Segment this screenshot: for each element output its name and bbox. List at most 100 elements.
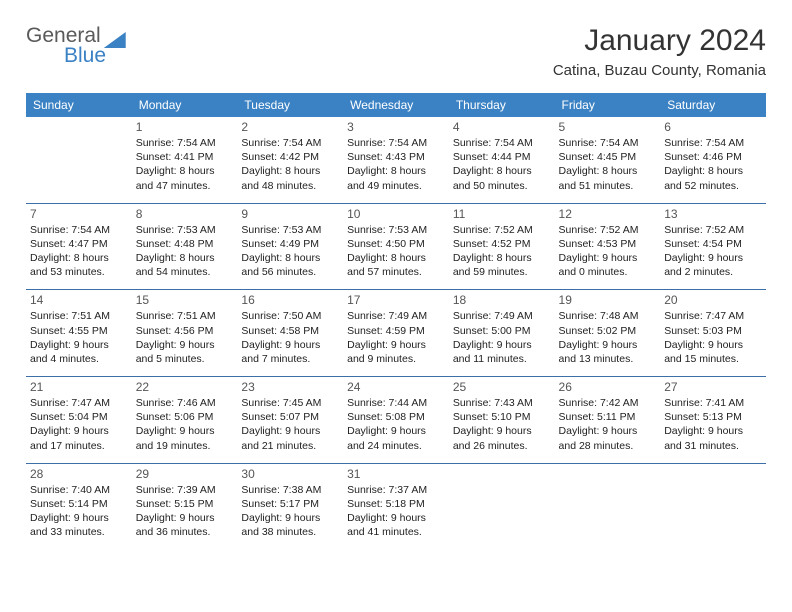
day-sun-info: Sunrise: 7:51 AMSunset: 4:56 PMDaylight:…: [136, 309, 234, 366]
calendar-day-cell: 1 Sunrise: 7:54 AMSunset: 4:41 PMDaylight…: [132, 117, 238, 203]
calendar-day-cell: 11 Sunrise: 7:52 AMSunset: 4:52 PMDayligh…: [449, 203, 555, 290]
day-sun-info: Sunrise: 7:43 AMSunset: 5:10 PMDaylight:…: [453, 396, 551, 453]
day-sun-info: Sunrise: 7:42 AMSunset: 5:11 PMDaylight:…: [559, 396, 657, 453]
calendar-day-cell: 5Sunrise: 7:54 AMSunset: 4:45 PMDaylight…: [555, 117, 661, 203]
day-sun-info: Sunrise: 7:54 AMSunset: 4:43 PMDaylight:…: [347, 136, 445, 193]
day-number: 14: [30, 293, 128, 307]
day-number: 23: [241, 380, 339, 394]
day-number: 22: [136, 380, 234, 394]
day-sun-info: Sunrise: 7:39 AMSunset: 5:15 PMDaylight:…: [136, 483, 234, 540]
day-number: 29: [136, 467, 234, 481]
brand-mark-icon: [104, 32, 126, 48]
day-sun-info: Sunrise: 7:47 AMSunset: 5:04 PMDaylight:…: [30, 396, 128, 453]
day-sun-info: Sunrise: 7:49 AMSunset: 4:59 PMDaylight:…: [347, 309, 445, 366]
day-sun-info: Sunrise: 7:44 AMSunset: 5:08 PMDaylight:…: [347, 396, 445, 453]
day-number: 7: [30, 207, 128, 221]
day-number: 18: [453, 293, 551, 307]
day-sun-info: Sunrise: 7:54 AMSunset: 4:41 PMDaylight:…: [136, 136, 234, 193]
calendar-day-cell: 14Sunrise: 7:51 AMSunset: 4:55 PMDayligh…: [26, 290, 132, 377]
day-sun-info: Sunrise: 7:52 AMSunset: 4:54 PMDaylight:…: [664, 223, 762, 280]
calendar-day-cell: 12 Sunrise: 7:52 AMSunset: 4:53 PMDayligh…: [555, 203, 661, 290]
calendar-day-cell: 15 Sunrise: 7:51 AMSunset: 4:56 PMDayligh…: [132, 290, 238, 377]
calendar-day-cell: 17 Sunrise: 7:49 AMSunset: 4:59 PMDayligh…: [343, 290, 449, 377]
day-number: 5: [559, 120, 657, 134]
day-number: 9: [241, 207, 339, 221]
calendar-day-cell: 9 Sunrise: 7:53 AMSunset: 4:49 PMDaylight…: [237, 203, 343, 290]
calendar-day-cell: [26, 117, 132, 203]
calendar-day-cell: 25 Sunrise: 7:43 AMSunset: 5:10 PMDayligh…: [449, 377, 555, 464]
calendar-day-cell: 2Sunrise: 7:54 AMSunset: 4:42 PMDaylight…: [237, 117, 343, 203]
day-number: 20: [664, 293, 762, 307]
day-number: 1: [136, 120, 234, 134]
day-sun-info: Sunrise: 7:49 AMSunset: 5:00 PMDaylight:…: [453, 309, 551, 366]
day-sun-info: Sunrise: 7:53 AMSunset: 4:49 PMDaylight:…: [241, 223, 339, 280]
day-number: 24: [347, 380, 445, 394]
calendar-day-cell: 20 Sunrise: 7:47 AMSunset: 5:03 PMDayligh…: [660, 290, 766, 377]
page-header: General Blue January 2024 Catina, Buzau …: [26, 24, 766, 79]
day-number: 10: [347, 207, 445, 221]
calendar-day-cell: 28 Sunrise: 7:40 AMSunset: 5:14 PMDayligh…: [26, 463, 132, 549]
day-number: 4: [453, 120, 551, 134]
day-number: 28: [30, 467, 128, 481]
calendar-day-cell: 24 Sunrise: 7:44 AMSunset: 5:08 PMDayligh…: [343, 377, 449, 464]
day-number: 25: [453, 380, 551, 394]
calendar-day-cell: 26 Sunrise: 7:42 AMSunset: 5:11 PMDayligh…: [555, 377, 661, 464]
calendar-day-cell: 27Sunrise: 7:41 AMSunset: 5:13 PMDayligh…: [660, 377, 766, 464]
calendar-day-cell: 10 Sunrise: 7:53 AMSunset: 4:50 PMDayligh…: [343, 203, 449, 290]
calendar-week-row: 14Sunrise: 7:51 AMSunset: 4:55 PMDayligh…: [26, 290, 766, 377]
day-sun-info: Sunrise: 7:54 AMSunset: 4:47 PMDaylight:…: [30, 223, 128, 280]
weekday-header: Tuesday: [237, 93, 343, 117]
weekday-header: Friday: [555, 93, 661, 117]
calendar-day-cell: 18 Sunrise: 7:49 AMSunset: 5:00 PMDayligh…: [449, 290, 555, 377]
day-number: 16: [241, 293, 339, 307]
calendar-header-row: SundayMondayTuesdayWednesdayThursdayFrid…: [26, 93, 766, 117]
calendar-day-cell: 23 Sunrise: 7:45 AMSunset: 5:07 PMDayligh…: [237, 377, 343, 464]
weekday-header: Saturday: [660, 93, 766, 117]
weekday-header: Sunday: [26, 93, 132, 117]
calendar-day-cell: [660, 463, 766, 549]
day-number: 27: [664, 380, 762, 394]
calendar-body: 1 Sunrise: 7:54 AMSunset: 4:41 PMDaylight…: [26, 117, 766, 549]
day-number: 26: [559, 380, 657, 394]
day-number: 15: [136, 293, 234, 307]
title-block: January 2024 Catina, Buzau County, Roman…: [553, 24, 766, 79]
day-sun-info: Sunrise: 7:53 AMSunset: 4:50 PMDaylight:…: [347, 223, 445, 280]
calendar-day-cell: 19Sunrise: 7:48 AMSunset: 5:02 PMDayligh…: [555, 290, 661, 377]
day-number: 2: [241, 120, 339, 134]
day-sun-info: Sunrise: 7:47 AMSunset: 5:03 PMDaylight:…: [664, 309, 762, 366]
day-number: 19: [559, 293, 657, 307]
calendar-week-row: 28 Sunrise: 7:40 AMSunset: 5:14 PMDayligh…: [26, 463, 766, 549]
day-number: 17: [347, 293, 445, 307]
calendar-day-cell: 6 Sunrise: 7:54 AMSunset: 4:46 PMDaylight…: [660, 117, 766, 203]
day-sun-info: Sunrise: 7:40 AMSunset: 5:14 PMDaylight:…: [30, 483, 128, 540]
day-sun-info: Sunrise: 7:50 AMSunset: 4:58 PMDaylight:…: [241, 309, 339, 366]
day-sun-info: Sunrise: 7:52 AMSunset: 4:53 PMDaylight:…: [559, 223, 657, 280]
calendar-week-row: 1 Sunrise: 7:54 AMSunset: 4:41 PMDaylight…: [26, 117, 766, 203]
day-sun-info: Sunrise: 7:46 AMSunset: 5:06 PMDaylight:…: [136, 396, 234, 453]
calendar-day-cell: 8Sunrise: 7:53 AMSunset: 4:48 PMDaylight…: [132, 203, 238, 290]
month-title: January 2024: [553, 24, 766, 58]
day-sun-info: Sunrise: 7:54 AMSunset: 4:46 PMDaylight:…: [664, 136, 762, 193]
day-number: 12: [559, 207, 657, 221]
calendar-day-cell: 13 Sunrise: 7:52 AMSunset: 4:54 PMDayligh…: [660, 203, 766, 290]
day-number: 31: [347, 467, 445, 481]
day-sun-info: Sunrise: 7:53 AMSunset: 4:48 PMDaylight:…: [136, 223, 234, 280]
day-number: 13: [664, 207, 762, 221]
calendar-day-cell: 7 Sunrise: 7:54 AMSunset: 4:47 PMDaylight…: [26, 203, 132, 290]
day-number: 30: [241, 467, 339, 481]
weekday-header: Monday: [132, 93, 238, 117]
calendar-day-cell: 22 Sunrise: 7:46 AMSunset: 5:06 PMDayligh…: [132, 377, 238, 464]
day-sun-info: Sunrise: 7:37 AMSunset: 5:18 PMDaylight:…: [347, 483, 445, 540]
location-subtitle: Catina, Buzau County, Romania: [553, 62, 766, 79]
weekday-header: Thursday: [449, 93, 555, 117]
day-number: 6: [664, 120, 762, 134]
calendar-day-cell: 21 Sunrise: 7:47 AMSunset: 5:04 PMDayligh…: [26, 377, 132, 464]
calendar-week-row: 21 Sunrise: 7:47 AMSunset: 5:04 PMDayligh…: [26, 377, 766, 464]
day-sun-info: Sunrise: 7:45 AMSunset: 5:07 PMDaylight:…: [241, 396, 339, 453]
day-sun-info: Sunrise: 7:52 AMSunset: 4:52 PMDaylight:…: [453, 223, 551, 280]
day-number: 21: [30, 380, 128, 394]
calendar-week-row: 7 Sunrise: 7:54 AMSunset: 4:47 PMDaylight…: [26, 203, 766, 290]
calendar-day-cell: 31 Sunrise: 7:37 AMSunset: 5:18 PMDayligh…: [343, 463, 449, 549]
day-number: 11: [453, 207, 551, 221]
calendar-day-cell: 16 Sunrise: 7:50 AMSunset: 4:58 PMDayligh…: [237, 290, 343, 377]
